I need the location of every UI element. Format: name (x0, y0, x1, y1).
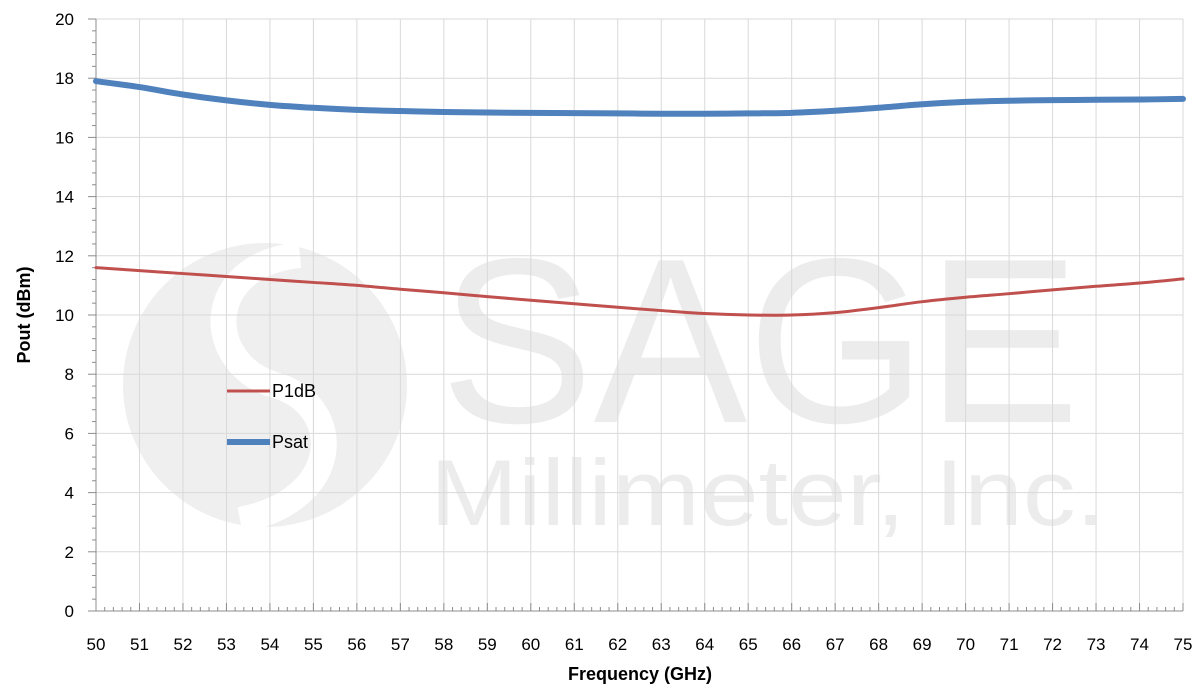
legend-label-psat: Psat (272, 432, 308, 452)
x-tick-label: 65 (739, 635, 758, 654)
x-tick-label: 74 (1130, 635, 1149, 654)
x-tick-label: 57 (391, 635, 410, 654)
x-tick-label: 72 (1043, 635, 1062, 654)
x-tick-label: 54 (260, 635, 279, 654)
x-tick-labels: 50 51 52 53 54 55 56 57 58 59 60 61 62 63 64 65 66 67 68 69… (87, 635, 1193, 654)
y-tick-label: 8 (65, 365, 74, 384)
y-tick-label: 14 (55, 188, 74, 207)
x-tick-label: 71 (1000, 635, 1019, 654)
series-line-psat (93, 78, 1186, 117)
y-tick-labels: 0 2 4 6 8 10 12 14 16 18 20 (55, 10, 74, 621)
x-tick-label: 52 (173, 635, 192, 654)
watermark-brand: SAGE (440, 209, 1080, 472)
legend-label-p1db: P1dB (272, 381, 316, 401)
y-axis-title: Pout (dBm) (14, 267, 34, 364)
y-tick-label: 2 (65, 543, 74, 562)
x-tick-label: 70 (956, 635, 975, 654)
grid (96, 18, 1184, 611)
x-tick-label: 60 (521, 635, 540, 654)
legend: P1dB Psat (227, 381, 316, 452)
x-tick-label: 68 (869, 635, 888, 654)
x-tick-label: 56 (347, 635, 366, 654)
y-tick-label: 0 (65, 602, 74, 621)
x-tick-label: 55 (304, 635, 323, 654)
x-tick-label: 59 (478, 635, 497, 654)
y-tick-label: 18 (55, 69, 74, 88)
x-tick-label: 66 (782, 635, 801, 654)
x-tick-label: 69 (913, 635, 932, 654)
y-tick-label: 10 (55, 306, 74, 325)
x-tick-label: 50 (87, 635, 106, 654)
x-tick-label: 73 (1087, 635, 1106, 654)
x-tick-label: 64 (695, 635, 714, 654)
x-tick-label: 53 (217, 635, 236, 654)
axes (88, 18, 1184, 612)
y-tick-label: 16 (55, 128, 74, 147)
y-tick-label: 20 (55, 10, 74, 29)
y-tick-label: 12 (55, 247, 74, 266)
y-tick-label: 4 (65, 484, 74, 503)
y-tick-label: 6 (65, 424, 74, 443)
x-tick-label: 51 (130, 635, 149, 654)
x-tick-label: 75 (1174, 635, 1193, 654)
series-line-p1db (94, 266, 1185, 317)
x-tick-label: 67 (826, 635, 845, 654)
watermark-logo-swirl (210, 242, 337, 533)
x-tick-label: 61 (565, 635, 584, 654)
x-axis-title: Frequency (GHz) (568, 664, 712, 684)
x-tick-label: 62 (608, 635, 627, 654)
x-tick-label: 58 (434, 635, 453, 654)
series-layer (93, 78, 1186, 317)
x-tick-label: 63 (652, 635, 671, 654)
